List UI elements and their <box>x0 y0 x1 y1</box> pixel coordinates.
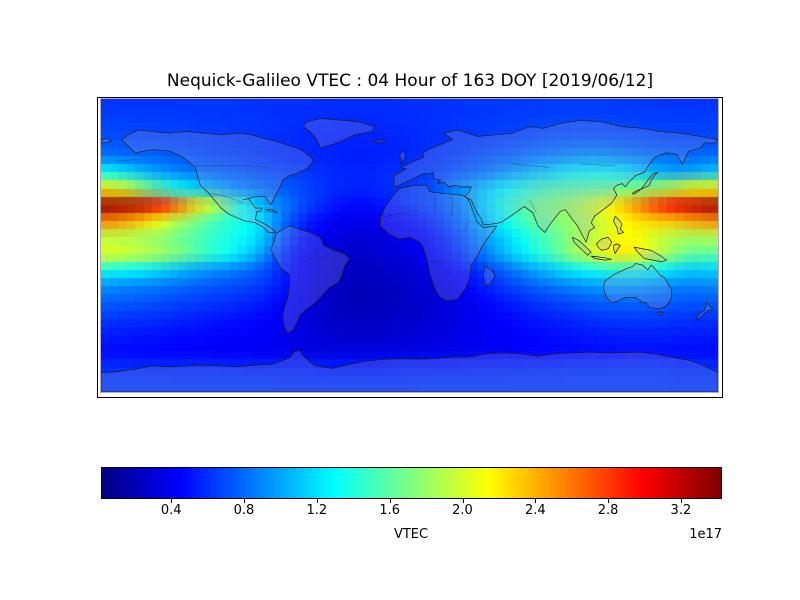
landmass-philippines <box>613 216 623 234</box>
colorbar-tick <box>316 499 318 503</box>
landmass-borneo <box>596 237 611 250</box>
landmass-eurasia <box>394 120 718 242</box>
landmass-greenland <box>303 119 375 148</box>
colorbar-axis-label: VTEC <box>393 527 429 542</box>
colorbar-tick-label: 2.8 <box>597 503 619 518</box>
colorbar-gradient <box>102 468 721 498</box>
landmass-sumatra <box>572 237 591 255</box>
colorbar-tick-label: 0.8 <box>233 503 255 518</box>
colorbar-tick-label: 0.4 <box>160 503 182 518</box>
landmass-java <box>591 256 612 260</box>
landmass-new-zealand <box>696 302 713 320</box>
world-map <box>100 98 719 393</box>
coastline-overlay <box>101 99 718 392</box>
colorbar-tick <box>462 499 464 503</box>
colorbar-tick-label: 1.2 <box>306 503 328 518</box>
colorbar <box>101 467 722 499</box>
landmass-britain <box>399 151 406 164</box>
landmass-africa <box>380 185 497 301</box>
colorbar-tick <box>535 499 537 503</box>
landmass-chukotka-edge <box>101 138 111 143</box>
landmass-north-america <box>122 130 314 233</box>
landmass-new-guinea <box>634 247 667 262</box>
landmass-madagascar <box>483 267 495 285</box>
landmass-antarctica <box>101 350 718 392</box>
landmass-japan <box>632 172 658 194</box>
colorbar-tick <box>608 499 610 503</box>
colorbar-tick <box>171 499 173 503</box>
colorbar-tick <box>389 499 391 503</box>
landmass-cuba <box>266 210 278 213</box>
landmass-tasmania <box>658 312 663 315</box>
colorbar-tick <box>244 499 245 503</box>
colorbar-tick <box>680 499 682 503</box>
vtec-heatmap-canvas <box>101 99 718 392</box>
colorbar-offset-label: 1e17 <box>689 527 722 542</box>
plot-title: Nequick-Galileo VTEC : 04 Hour of 163 DO… <box>166 71 654 91</box>
landmass-south-america <box>271 226 350 333</box>
colorbar-tick-label: 1.6 <box>379 503 401 518</box>
colorbar-tick-label: 2.0 <box>452 503 473 518</box>
colorbar-tick-label: 2.4 <box>524 503 546 518</box>
landmass-iceland <box>372 140 386 143</box>
country-borders <box>115 159 717 291</box>
landmass-australia <box>603 263 672 309</box>
colorbar-tick-label: 3.2 <box>670 503 692 518</box>
landmass-sulawesi <box>613 244 620 254</box>
